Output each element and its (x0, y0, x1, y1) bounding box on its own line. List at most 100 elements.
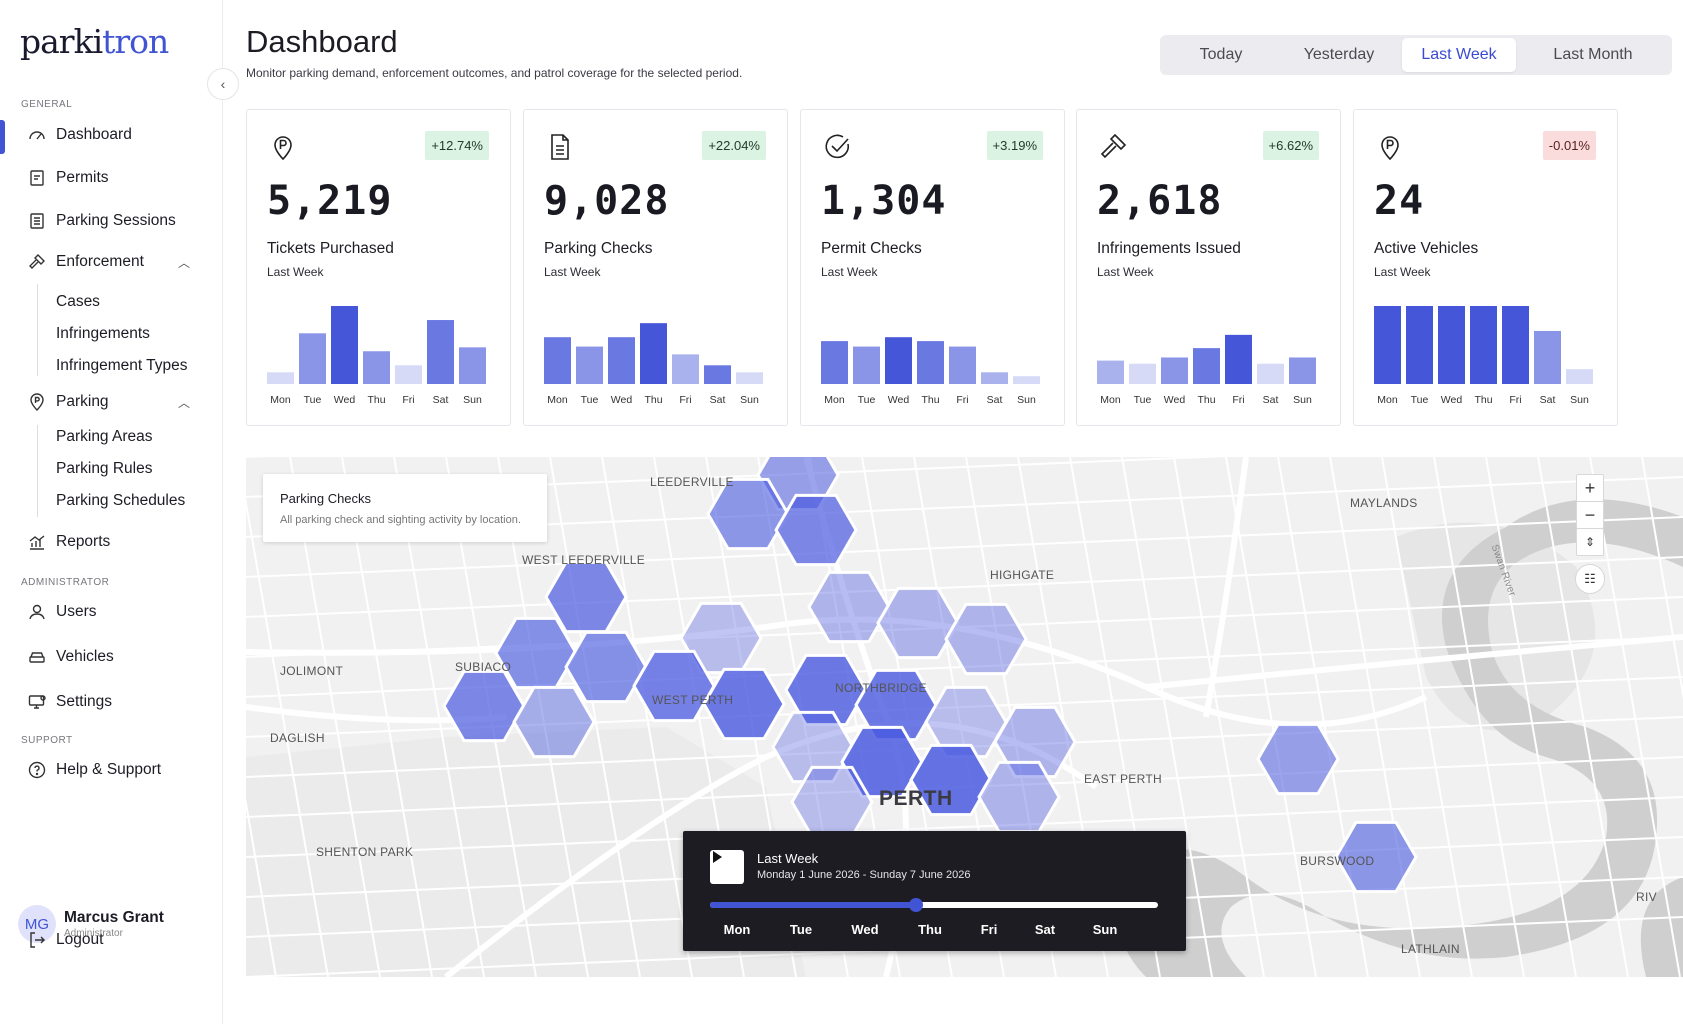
sidebar-item-settings[interactable]: Settings (0, 685, 222, 719)
bar-thu[interactable] (917, 341, 944, 384)
sidebar-item-parking-rules[interactable]: Parking Rules (56, 460, 153, 477)
bar-sun[interactable] (1566, 369, 1593, 384)
bar-mon[interactable] (821, 341, 848, 384)
sidebar-item-cases[interactable]: Cases (56, 293, 100, 310)
bar-fri[interactable] (949, 346, 976, 384)
map-hex-cell[interactable] (774, 493, 858, 567)
bar-wed[interactable] (331, 306, 358, 384)
map-hex-cell[interactable] (442, 669, 526, 743)
brand-logo[interactable]: parkitron (20, 22, 169, 61)
bar-mon[interactable] (1097, 360, 1124, 384)
map-hex-cell[interactable] (909, 743, 993, 817)
chevron-up-icon[interactable]: ︿ (178, 255, 191, 270)
bar-thu[interactable] (640, 323, 667, 384)
bar-fri[interactable] (1225, 334, 1252, 384)
map-hex-cell[interactable] (993, 705, 1077, 779)
bar-wed[interactable] (885, 337, 912, 384)
sidebar-item-enforcement[interactable]: Enforcement ︿ (0, 245, 222, 279)
bar-sun[interactable] (459, 347, 486, 384)
sidebar-item-parking-sessions[interactable]: Parking Sessions (0, 204, 222, 238)
timeline-slider[interactable] (710, 898, 1158, 912)
bar-tue[interactable] (299, 333, 326, 384)
bar-tue[interactable] (1406, 306, 1433, 384)
map-hex-cell[interactable] (1334, 820, 1418, 894)
bar-fri[interactable] (395, 365, 422, 384)
bar-tue[interactable] (576, 346, 603, 384)
sidebar-item-infringement-types[interactable]: Infringement Types (56, 357, 188, 374)
sidebar-item-dashboard[interactable]: Dashboard (0, 118, 222, 154)
bar-tue[interactable] (853, 346, 880, 384)
bar-wed[interactable] (608, 337, 635, 384)
bar-mon[interactable] (267, 372, 294, 384)
period-today[interactable]: Today (1199, 46, 1243, 63)
bar-fri[interactable] (1502, 306, 1529, 384)
bar-thu[interactable] (1193, 348, 1220, 384)
sidebar-item-permits[interactable]: Permits (0, 161, 222, 195)
timeline-day-fri[interactable]: Fri (980, 922, 998, 937)
map-hex-cell[interactable] (807, 570, 891, 644)
bar-sat[interactable] (1257, 363, 1284, 384)
bar-mon[interactable] (1374, 306, 1401, 384)
period-last-week[interactable]: Last Week (1402, 38, 1516, 72)
map-hex-cell[interactable] (512, 685, 596, 759)
timeline-slider-thumb[interactable] (909, 898, 924, 912)
play-button[interactable] (710, 850, 744, 884)
bar-sat[interactable] (704, 365, 731, 384)
map-hex-cell[interactable] (564, 630, 648, 704)
period-yesterday[interactable]: Yesterday (1303, 46, 1375, 63)
map-hex-cell[interactable] (876, 586, 960, 660)
period-last-month[interactable]: Last Month (1553, 46, 1633, 63)
bar-sat[interactable] (981, 372, 1008, 384)
stat-card[interactable]: +6.62% 2,618 Infringements Issued Last Week… (1076, 109, 1341, 426)
timeline-day-sun[interactable]: Sun (1092, 922, 1118, 937)
sidebar-item-parking[interactable]: Parking ︿ (0, 385, 222, 419)
sidebar-item-infringements[interactable]: Infringements (56, 325, 150, 342)
compass-button[interactable]: ⇕ (1576, 528, 1604, 556)
layers-button[interactable]: ☷ (1575, 564, 1605, 594)
bar-tue[interactable] (1129, 363, 1156, 384)
zoom-in-button[interactable]: + (1576, 474, 1604, 502)
timeline-day-thu[interactable]: Thu (918, 922, 942, 937)
bar-fri[interactable] (672, 354, 699, 384)
bar-sun[interactable] (736, 372, 763, 384)
logout-button[interactable]: Logout (0, 923, 222, 957)
timeline-day-tue[interactable]: Tue (789, 922, 813, 937)
timeline-day-sat[interactable]: Sat (1034, 922, 1056, 937)
collapse-sidebar-button[interactable]: ‹ (207, 68, 239, 100)
sidebar-item-vehicles[interactable]: Vehicles (0, 640, 222, 674)
sidebar-item-reports[interactable]: Reports (0, 525, 222, 559)
bar-wed[interactable] (1438, 306, 1465, 384)
sidebar-item-users[interactable]: Users (0, 595, 222, 629)
stat-card[interactable]: +22.04% 9,028 Parking Checks Last Week Mon Tu… (523, 109, 788, 426)
stat-card[interactable]: +3.19% 1,304 Permit Checks Last Week Mon Tue W… (800, 109, 1065, 426)
chevron-up-icon[interactable]: ︿ (178, 395, 191, 410)
map-hex-cell[interactable] (854, 668, 938, 742)
bar-sun[interactable] (1289, 357, 1316, 384)
map-hex-cell[interactable] (632, 649, 716, 723)
sidebar-item-parking-schedules[interactable]: Parking Schedules (56, 492, 186, 509)
map-hex-cell[interactable] (924, 685, 1008, 759)
sidebar-item-help[interactable]: Help & Support (0, 753, 222, 787)
stat-card[interactable]: +12.74% 5,219 Tickets Purchased Last Week Mo… (246, 109, 511, 426)
map-hex-cell[interactable] (706, 477, 790, 551)
bar-sun[interactable] (1013, 376, 1040, 384)
bar-sat[interactable] (1534, 330, 1561, 384)
timeline-day-wed[interactable]: Wed (851, 922, 879, 937)
bar-wed[interactable] (1161, 357, 1188, 384)
map-hex-cell[interactable] (840, 725, 924, 799)
bar-thu[interactable] (363, 351, 390, 384)
bar-thu[interactable] (1470, 306, 1497, 384)
map-view[interactable]: LEEDERVILLE MAYLANDS WEST LEEDERVILLE HI… (246, 457, 1683, 977)
map-hex-cell[interactable] (702, 667, 786, 741)
bar-mon[interactable] (544, 337, 571, 384)
bar-sat[interactable] (427, 320, 454, 384)
map-hex-cell[interactable] (1256, 722, 1340, 796)
map-hex-cell[interactable] (944, 602, 1028, 676)
map-hex-cell[interactable] (784, 653, 868, 727)
stat-card[interactable]: -0.01% 24 Active Vehicles Last Week Mon Tue We… (1353, 109, 1618, 426)
map-hex-cell[interactable] (771, 710, 855, 784)
zoom-out-button[interactable]: − (1576, 501, 1604, 529)
sidebar-item-parking-areas[interactable]: Parking Areas (56, 428, 153, 445)
user-profile[interactable]: MG Marcus Grant Administrator (18, 905, 208, 945)
timeline-day-mon[interactable]: Mon (723, 922, 751, 937)
